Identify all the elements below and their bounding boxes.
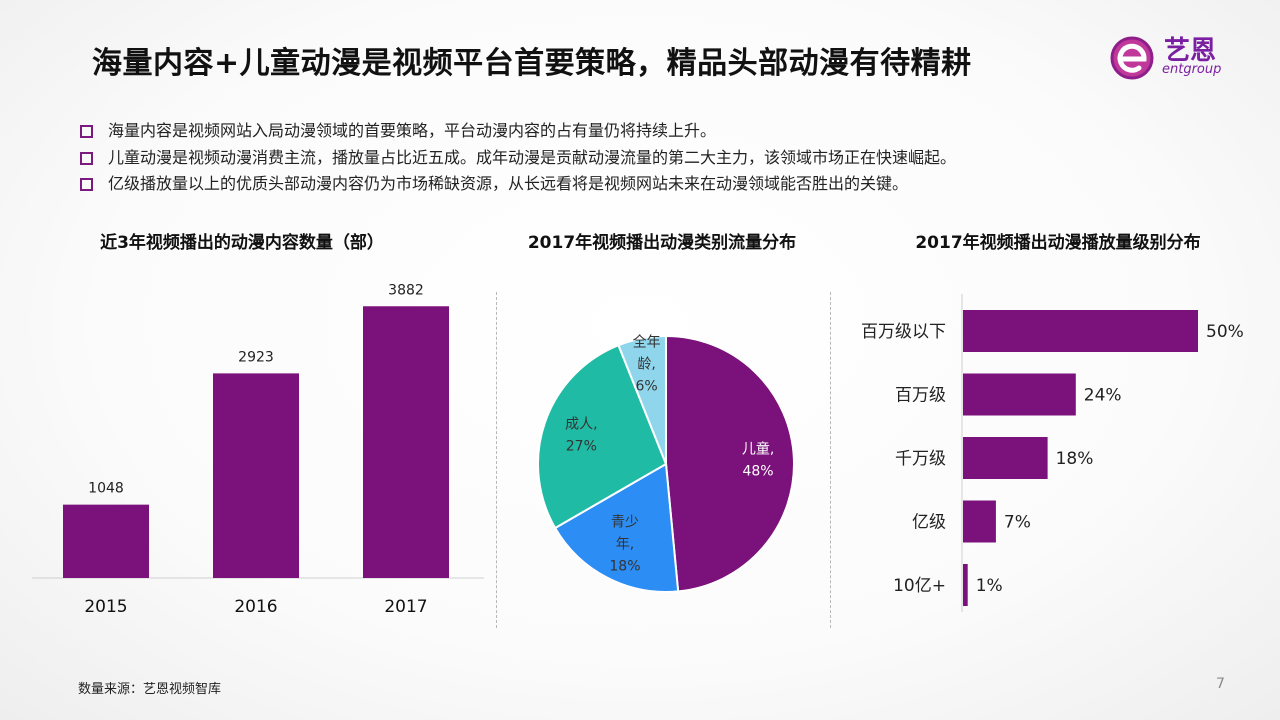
pie-category-label: 成人, bbox=[565, 417, 597, 433]
bar-data-label: 3882 bbox=[388, 282, 424, 298]
entgroup-logo: 艺恩 entgroup bbox=[1108, 32, 1238, 84]
hbar-data-label: 1% bbox=[976, 576, 1003, 596]
pie-slice bbox=[553, 462, 680, 593]
bullet-item: 亿级播放量以上的优质头部动漫内容仍为市场稀缺资源，从长远看将是视频网站未来在动漫… bbox=[78, 171, 956, 198]
pie-category-label: 年, bbox=[616, 537, 634, 553]
pie-value-label: 18% bbox=[609, 559, 640, 575]
bullet-list: 海量内容是视频网站入局动漫领域的首要策略，平台动漫内容的占有量仍将持续上升。 儿… bbox=[78, 118, 956, 198]
hbar bbox=[963, 310, 1198, 352]
bullet-item: 海量内容是视频网站入局动漫领域的首要策略，平台动漫内容的占有量仍将持续上升。 bbox=[78, 118, 956, 145]
pie-slice bbox=[537, 343, 668, 530]
y-tick-label: 百万级 bbox=[895, 386, 946, 406]
logo-subtext: entgroup bbox=[1162, 62, 1222, 77]
logo-text: 艺恩 bbox=[1164, 36, 1217, 66]
hbar bbox=[963, 500, 996, 543]
y-tick-label: 10亿+ bbox=[893, 576, 946, 596]
bullet-text: 亿级播放量以上的优质头部动漫内容仍为市场稀缺资源，从长远看将是视频网站未来在动漫… bbox=[108, 174, 909, 193]
y-tick-label: 千万级 bbox=[895, 449, 946, 469]
chart-divider bbox=[496, 292, 497, 628]
hbar-chart-title: 2017年视频播出动漫播放量级别分布 bbox=[915, 233, 1201, 253]
bullet-text: 海量内容是视频网站入局动漫领域的首要策略，平台动漫内容的占有量仍将持续上升。 bbox=[108, 121, 717, 140]
bar bbox=[213, 373, 299, 578]
bar bbox=[363, 306, 449, 578]
pie-chart-title: 2017年视频播出动漫类别流量分布 bbox=[527, 233, 797, 253]
x-tick-label: 2017 bbox=[384, 597, 427, 617]
pie-category-label: 龄, bbox=[637, 356, 655, 372]
hbar-chart: 百万级以下 50% 百万级 24% 千万级 18% 亿级 7% 10亿+ 1% bbox=[861, 294, 1244, 612]
bullet-item: 儿童动漫是视频动漫消费主流，播放量占比近五成。成年动漫是贡献动漫流量的第二大主力… bbox=[78, 145, 956, 172]
hbar-data-label: 18% bbox=[1056, 449, 1094, 469]
pie-value-label: 48% bbox=[742, 464, 773, 480]
page-number: 7 bbox=[1216, 676, 1225, 692]
hbar-data-label: 24% bbox=[1084, 386, 1122, 406]
bar-data-label: 1048 bbox=[88, 481, 124, 497]
bar-chart-title: 近3年视频播出的动漫内容数量（部） bbox=[100, 233, 384, 253]
pie-slice bbox=[617, 334, 667, 465]
data-source: 数量来源：艺恩视频智库 bbox=[78, 682, 222, 697]
pie-category-label: 全年 bbox=[633, 333, 661, 350]
hbar bbox=[963, 437, 1048, 479]
logo-e-icon bbox=[1110, 36, 1154, 80]
bar bbox=[63, 504, 149, 578]
pie-slice bbox=[665, 334, 795, 593]
y-tick-label: 亿级 bbox=[912, 513, 946, 533]
hbar bbox=[963, 564, 968, 606]
square-bullet-icon bbox=[80, 125, 93, 138]
hbar bbox=[963, 373, 1076, 416]
page-title: 海量内容+儿童动漫是视频平台首要策略，精品头部动漫有待精耕 bbox=[92, 46, 972, 81]
x-tick-label: 2016 bbox=[234, 597, 277, 617]
bullet-text: 儿童动漫是视频动漫消费主流，播放量占比近五成。成年动漫是贡献动漫流量的第二大主力… bbox=[108, 147, 957, 167]
pie-category-label: 青少 bbox=[611, 515, 639, 531]
chart-divider bbox=[830, 292, 831, 628]
bar-chart: 1048 2015 2923 2016 3882 2017 bbox=[32, 282, 484, 617]
pie-category-label: 儿童, bbox=[742, 441, 774, 458]
hbar-data-label: 7% bbox=[1004, 513, 1031, 533]
bar-data-label: 2923 bbox=[238, 349, 274, 365]
y-tick-label: 百万级以下 bbox=[861, 322, 946, 342]
square-bullet-icon bbox=[80, 151, 93, 165]
square-bullet-icon bbox=[80, 178, 93, 191]
pie-value-label: 6% bbox=[636, 378, 658, 394]
x-tick-label: 2015 bbox=[84, 597, 127, 617]
pie-value-label: 27% bbox=[566, 439, 597, 455]
hbar-data-label: 50% bbox=[1206, 322, 1244, 342]
pie-chart: 儿童, 48% 青少年, 18% 成人, 27% 全年龄, 6% bbox=[537, 333, 795, 593]
